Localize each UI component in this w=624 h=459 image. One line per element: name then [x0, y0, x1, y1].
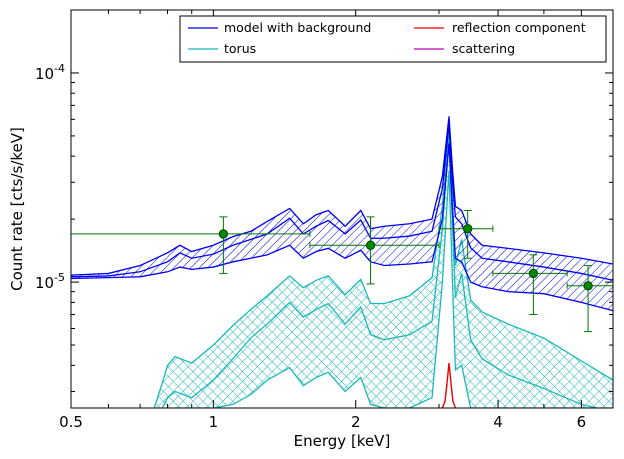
series-layer [71, 116, 613, 408]
x-axis-label: Energy [keV] [294, 432, 391, 450]
model-mid-line [71, 123, 613, 281]
y-axis-label: Count rate [cts/s/keV] [8, 127, 26, 291]
data-point-marker [365, 240, 376, 250]
ticks-layer: 0.5 1 2 4 6 10-5 10-4 [35, 9, 614, 431]
torus-upper-line [153, 127, 613, 408]
legend-label-reflection: reflection component [452, 20, 586, 35]
plot-frame [70, 9, 614, 409]
legend: model with background reflection compone… [179, 15, 607, 63]
data-point-2 [309, 216, 440, 285]
data-point-5 [566, 265, 613, 333]
legend-label-model: model with background [224, 20, 371, 35]
model-upper-line [71, 116, 613, 276]
model-lower-line [71, 143, 613, 312]
data-point-3 [438, 209, 494, 259]
data-point-4 [492, 254, 568, 315]
y-tick-label: 10-4 [35, 62, 65, 83]
data-point-marker [528, 268, 539, 279]
legend-box [179, 15, 607, 63]
reflection-line [441, 363, 457, 408]
data-points-layer [71, 209, 613, 333]
data-point-marker [583, 281, 593, 291]
torus-mid-line [161, 135, 600, 408]
data-point-marker [218, 229, 229, 239]
x-tick-label: 0.5 [59, 413, 83, 431]
y-tick-label: 10-5 [35, 271, 65, 292]
torus-lower-line [175, 170, 613, 408]
x-tick-label: 1 [209, 413, 219, 431]
data-point-1 [71, 216, 311, 274]
x-tick-label: 6 [577, 413, 587, 431]
legend-label-scattering: scattering [452, 41, 515, 56]
data-point-marker [462, 224, 473, 234]
x-tick-label: 2 [351, 413, 361, 431]
legend-label-torus: torus [224, 41, 256, 56]
model-band [71, 116, 613, 311]
x-tick-label: 4 [493, 413, 503, 431]
torus-band [154, 127, 613, 408]
